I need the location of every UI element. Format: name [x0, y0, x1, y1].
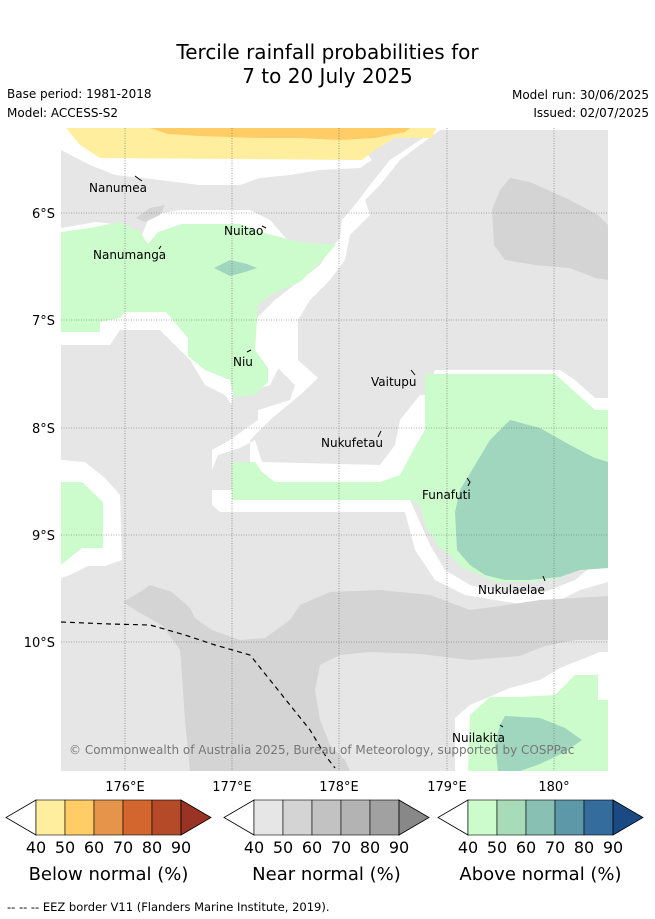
colorbar-near-over-arrow	[398, 799, 430, 836]
colorbar-below-swatch-40	[35, 799, 66, 836]
model-name: Model: ACCESS-S2	[7, 106, 119, 120]
above-normal-50-region-southeast	[495, 716, 582, 771]
colorbar-near: 40 50 60 70 80 90 Near normal (%)	[223, 799, 430, 885]
colorbar-below-tick-90: 90	[171, 838, 191, 857]
above-normal-40-region-west	[61, 222, 336, 397]
colorbar-above-swatch-60	[525, 799, 556, 836]
colorbar-near-swatch-40	[253, 799, 284, 836]
no-dominant-gap-north	[61, 128, 608, 604]
colorbar-below-title: Below normal (%)	[29, 864, 189, 885]
colorbar-legends: 40 50 60 70 80 90 Below normal (%) 40 50 60 70 80 90…	[5, 799, 644, 885]
colorbar-above-over-arrow	[612, 799, 644, 836]
eez-border-note: -- -- -- EEZ border V11 (Flanders Marine…	[7, 900, 330, 914]
lat-label-6s: 6°S	[32, 207, 55, 222]
colorbar-below-tick-60: 60	[84, 838, 104, 857]
near-normal-50-region-south	[123, 585, 608, 771]
colorbar-below-swatch-50	[64, 799, 95, 836]
colorbar-above-title: Above normal (%)	[459, 864, 621, 885]
colorbar-near-swatch-70	[340, 799, 371, 836]
colorbar-above-tick-70: 70	[545, 838, 565, 857]
above-normal-50-region-nuitao	[214, 260, 257, 276]
colorbar-above-tick-50: 50	[487, 838, 507, 857]
island-label-vaitupu: Vaitupu	[371, 375, 417, 389]
colorbar-below-tick-50: 50	[55, 838, 75, 857]
lat-label-8s: 8°S	[32, 422, 55, 437]
lon-label-176e: 176°E	[105, 780, 145, 795]
colorbar-above-swatch-50	[496, 799, 527, 836]
colorbar-below: 40 50 60 70 80 90 Below normal (%)	[5, 799, 212, 885]
lon-label-180: 180°	[538, 780, 569, 795]
island-label-nuitao: Nuitao	[224, 224, 263, 238]
colorbar-near-tick-90: 90	[389, 838, 409, 857]
issued-date: Issued: 02/07/2025	[533, 106, 649, 120]
model-run: Model run: 30/06/2025	[511, 88, 649, 102]
colorbar-above-swatch-40	[467, 799, 498, 836]
colorbar-below-over-arrow	[180, 799, 212, 836]
near-normal-50-region-nanumea	[136, 205, 165, 222]
island-label-nanumanga: Nanumanga	[93, 248, 166, 262]
near-normal-50-region-northeast	[492, 178, 608, 280]
colorbar-below-tick-70: 70	[113, 838, 133, 857]
colorbar-below-tick-80: 80	[142, 838, 162, 857]
colorbar-near-tick-80: 80	[360, 838, 380, 857]
colorbar-near-swatch-60	[311, 799, 342, 836]
colorbar-below-swatch-60	[93, 799, 124, 836]
colorbar-near-tick-50: 50	[273, 838, 293, 857]
above-normal-40-region-far-west	[61, 482, 103, 565]
eez-border-line	[61, 621, 336, 769]
colorbar-near-under-arrow	[223, 799, 255, 836]
island-markers	[134, 175, 546, 728]
above-normal-50-region-funafuti	[455, 420, 608, 580]
copyright-notice: © Commonwealth of Australia 2025, Bureau…	[69, 743, 574, 757]
base-period: Base period: 1981-2018	[7, 87, 152, 101]
colorbar-below-swatch-70	[122, 799, 153, 836]
island-label-nukufetau: Nukufetau	[321, 436, 383, 450]
colorbar-above-tick-40: 40	[458, 838, 478, 857]
map-title: Tercile rainfall probabilities for 7 to …	[0, 40, 655, 88]
island-label-funafuti: Funafuti	[422, 488, 471, 502]
lon-label-178e: 178°E	[319, 780, 359, 795]
colorbar-above-tick-60: 60	[516, 838, 536, 857]
colorbar-near-title: Near normal (%)	[252, 864, 401, 885]
island-label-nukulaelae: Nukulaelae	[478, 583, 545, 597]
colorbar-below-under-arrow	[5, 799, 37, 836]
colorbar-above: 40 50 60 70 80 90 Above normal (%)	[437, 799, 644, 885]
colorbar-near-tick-60: 60	[302, 838, 322, 857]
colorbar-near-swatch-80	[369, 799, 400, 836]
colorbar-above-under-arrow	[437, 799, 469, 836]
island-label-nuilakita: Nuilakita	[452, 731, 505, 745]
colorbar-above-tick-80: 80	[574, 838, 594, 857]
below-normal-50-region	[150, 128, 410, 140]
lat-label-9s: 9°S	[32, 529, 55, 544]
island-label-nanumea: Nanumea	[89, 181, 147, 195]
colorbar-near-tick-70: 70	[331, 838, 351, 857]
lat-label-7s: 7°S	[32, 314, 55, 329]
colorbar-above-swatch-70	[554, 799, 585, 836]
title-line-1: Tercile rainfall probabilities for	[176, 40, 479, 64]
map-area: Nanumea Nuitao Nanumanga Niu Vaitupu Nuk…	[61, 128, 608, 771]
lat-label-10s: 10°S	[24, 636, 55, 651]
lon-label-177e: 177°E	[212, 780, 252, 795]
colorbar-above-tick-90: 90	[603, 838, 623, 857]
colorbar-below-tick-40: 40	[26, 838, 46, 857]
colorbar-near-swatch-50	[282, 799, 313, 836]
colorbar-near-tick-40: 40	[244, 838, 264, 857]
colorbar-below-swatch-80	[151, 799, 182, 836]
colorbar-above-swatch-80	[583, 799, 614, 836]
lon-label-179e: 179°E	[427, 780, 467, 795]
graticule	[61, 128, 608, 771]
island-label-niu: Niu	[233, 355, 253, 369]
title-line-2: 7 to 20 July 2025	[242, 64, 413, 88]
